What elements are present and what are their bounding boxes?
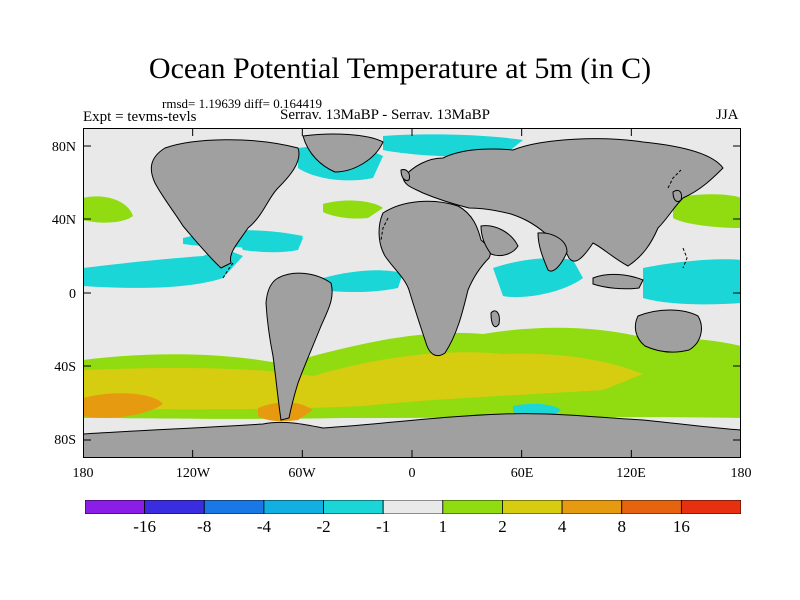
lon-label-120w: 120W xyxy=(175,466,211,481)
colorbar-label-0: -16 xyxy=(133,517,156,536)
north-pacific-cyan-band xyxy=(83,248,243,288)
colorbar-label-7: 4 xyxy=(557,517,567,536)
colorbar-label-8: 8 xyxy=(617,517,626,536)
colorbar-swatch-3 xyxy=(263,500,324,514)
axis-ticks xyxy=(83,128,741,458)
lat-label-80n: 80N xyxy=(51,140,76,155)
land-britain xyxy=(400,169,410,181)
lat-label-0: 0 xyxy=(69,287,76,302)
lon-label-0: 0 xyxy=(408,466,416,481)
land-antarctica xyxy=(83,413,741,458)
land-india xyxy=(537,232,568,272)
stats-text: rmsd= 1.19639 diff= 0.164419 xyxy=(162,96,322,111)
colorbar-swatch-9 xyxy=(621,500,682,514)
colorbar-swatch-6 xyxy=(442,500,503,514)
lon-label-180-right: 180 xyxy=(730,466,752,481)
colorbar xyxy=(85,500,741,514)
southern-ocean-yellow xyxy=(83,352,643,410)
colorbar-swatch-1 xyxy=(144,500,205,514)
cases-label: Serrav. 13MaBP - Serrav. 13MaBP xyxy=(280,107,490,123)
colorbar-label-1: -8 xyxy=(197,517,212,536)
west-pacific-green xyxy=(673,194,741,228)
north-atlantic-green xyxy=(323,200,383,219)
lat-label-80s: 80S xyxy=(54,433,76,448)
land-japan xyxy=(672,189,682,203)
colorbar-label-5: 1 xyxy=(438,517,448,536)
colorbar-label-3: -2 xyxy=(316,517,331,536)
land-arabia xyxy=(480,225,519,257)
equatorial-atlantic-cyan xyxy=(323,270,403,293)
lat-label-40n: 40N xyxy=(51,213,76,228)
coastline-dashes xyxy=(222,169,688,279)
colorbar-swatch-10 xyxy=(680,500,741,514)
temperature-map xyxy=(83,128,741,458)
indian-ocean-cyan xyxy=(493,258,583,298)
land-greenland xyxy=(302,133,384,173)
lat-label-40s: 40S xyxy=(54,360,76,375)
land-masses xyxy=(83,133,741,458)
land-maritime-continent xyxy=(592,273,644,290)
colorbar-swatch-7 xyxy=(502,500,563,514)
season-label: JJA xyxy=(716,107,739,123)
anomaly-regions xyxy=(83,134,741,422)
west-pacific-cyan xyxy=(643,259,741,305)
colorbar-label-9: 16 xyxy=(672,517,690,536)
lon-label-60w: 60W xyxy=(288,466,316,481)
colorbar-label-4: -1 xyxy=(376,517,391,536)
colorbar-label-2: -4 xyxy=(256,517,271,536)
experiment-label: Expt = tevms-tevls xyxy=(83,109,197,125)
land-north-america xyxy=(150,139,300,269)
lon-label-180-left: 180 xyxy=(72,466,94,481)
land-eurasia xyxy=(402,138,724,267)
colorbar-swatch-2 xyxy=(203,500,265,514)
north-pacific-green xyxy=(83,196,133,223)
map-title: Ocean Potential Temperature at 5m (in C) xyxy=(148,52,652,85)
colorbar-label-6: 2 xyxy=(498,517,507,536)
colorbar-swatch-8 xyxy=(561,500,623,514)
land-australia xyxy=(634,309,702,353)
colorbar-swatch-4 xyxy=(323,500,384,514)
colorbar-swatch-0 xyxy=(85,500,146,514)
land-madagascar xyxy=(490,310,500,328)
colorbar-swatch-5 xyxy=(382,500,444,514)
lon-label-120e: 120E xyxy=(616,466,646,481)
south-pacific-orange xyxy=(83,393,163,418)
land-africa xyxy=(378,200,491,357)
land-south-america xyxy=(265,272,333,421)
lon-label-60e: 60E xyxy=(510,466,534,481)
